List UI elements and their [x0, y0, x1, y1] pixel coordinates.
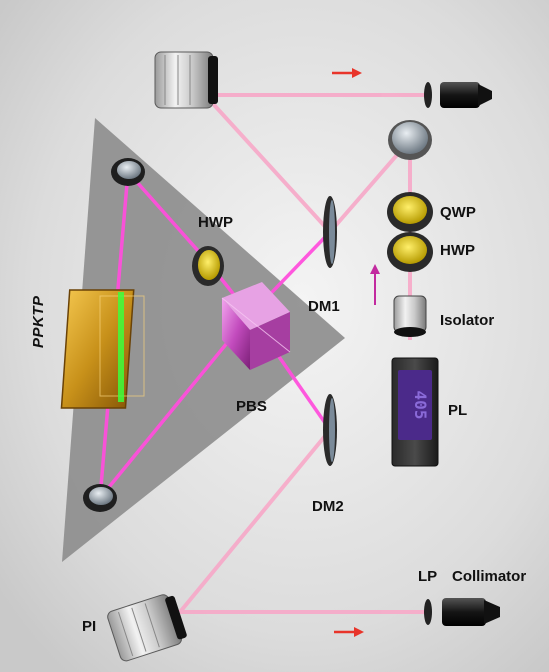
hwp-cavity-label: HWP [198, 214, 233, 231]
ppktp-green-beam [118, 292, 124, 402]
cavity-beam-5 [98, 313, 252, 500]
cavity-plate [62, 118, 345, 562]
laser-display-text: 405 [411, 391, 430, 420]
qwp-waveplate [387, 192, 433, 232]
lp-label: LP [418, 568, 438, 585]
pbs-cube [221, 282, 291, 370]
dm1-mirror [323, 196, 337, 268]
pi-label: PI [82, 618, 97, 635]
red-arrow-bottom [334, 627, 364, 637]
cavity-mirror-bottom [83, 484, 117, 512]
red-arrow-top [332, 68, 362, 78]
ppktp-crystal [60, 289, 145, 409]
isolator-label: Isolator [440, 312, 495, 329]
pump-laser: 405 [391, 357, 439, 467]
collimator-label: Collimator [452, 568, 527, 585]
cavity-mirror-top [111, 158, 145, 186]
ppktp-label: PPKTP [30, 295, 47, 348]
purple-arrow-up [370, 264, 380, 305]
dm2-mirror [323, 394, 337, 466]
qwp-label: QWP [440, 204, 476, 221]
top-collimator [424, 82, 492, 108]
isolator [393, 295, 427, 337]
pbs-label: PBS [236, 398, 267, 415]
top-objective [154, 51, 218, 109]
top-lp-filter [424, 82, 432, 108]
bottom-collimator [424, 598, 500, 626]
cavity-beam-1 [126, 170, 210, 264]
bottom-lp-filter [424, 599, 432, 625]
pi-objective [107, 594, 187, 662]
beam-to-dm1 [203, 93, 332, 234]
hwp-pump-waveplate [387, 232, 433, 272]
beam-paths [178, 93, 430, 614]
dm2-label: DM2 [312, 498, 344, 515]
beam-to-dm2 [178, 428, 332, 614]
dm1-label: DM1 [308, 298, 340, 315]
hwp-cavity-waveplate [192, 246, 224, 286]
hwp-pump-label: HWP [440, 242, 475, 259]
pl-label: PL [448, 402, 468, 419]
pump-steering-mirror [388, 120, 432, 160]
